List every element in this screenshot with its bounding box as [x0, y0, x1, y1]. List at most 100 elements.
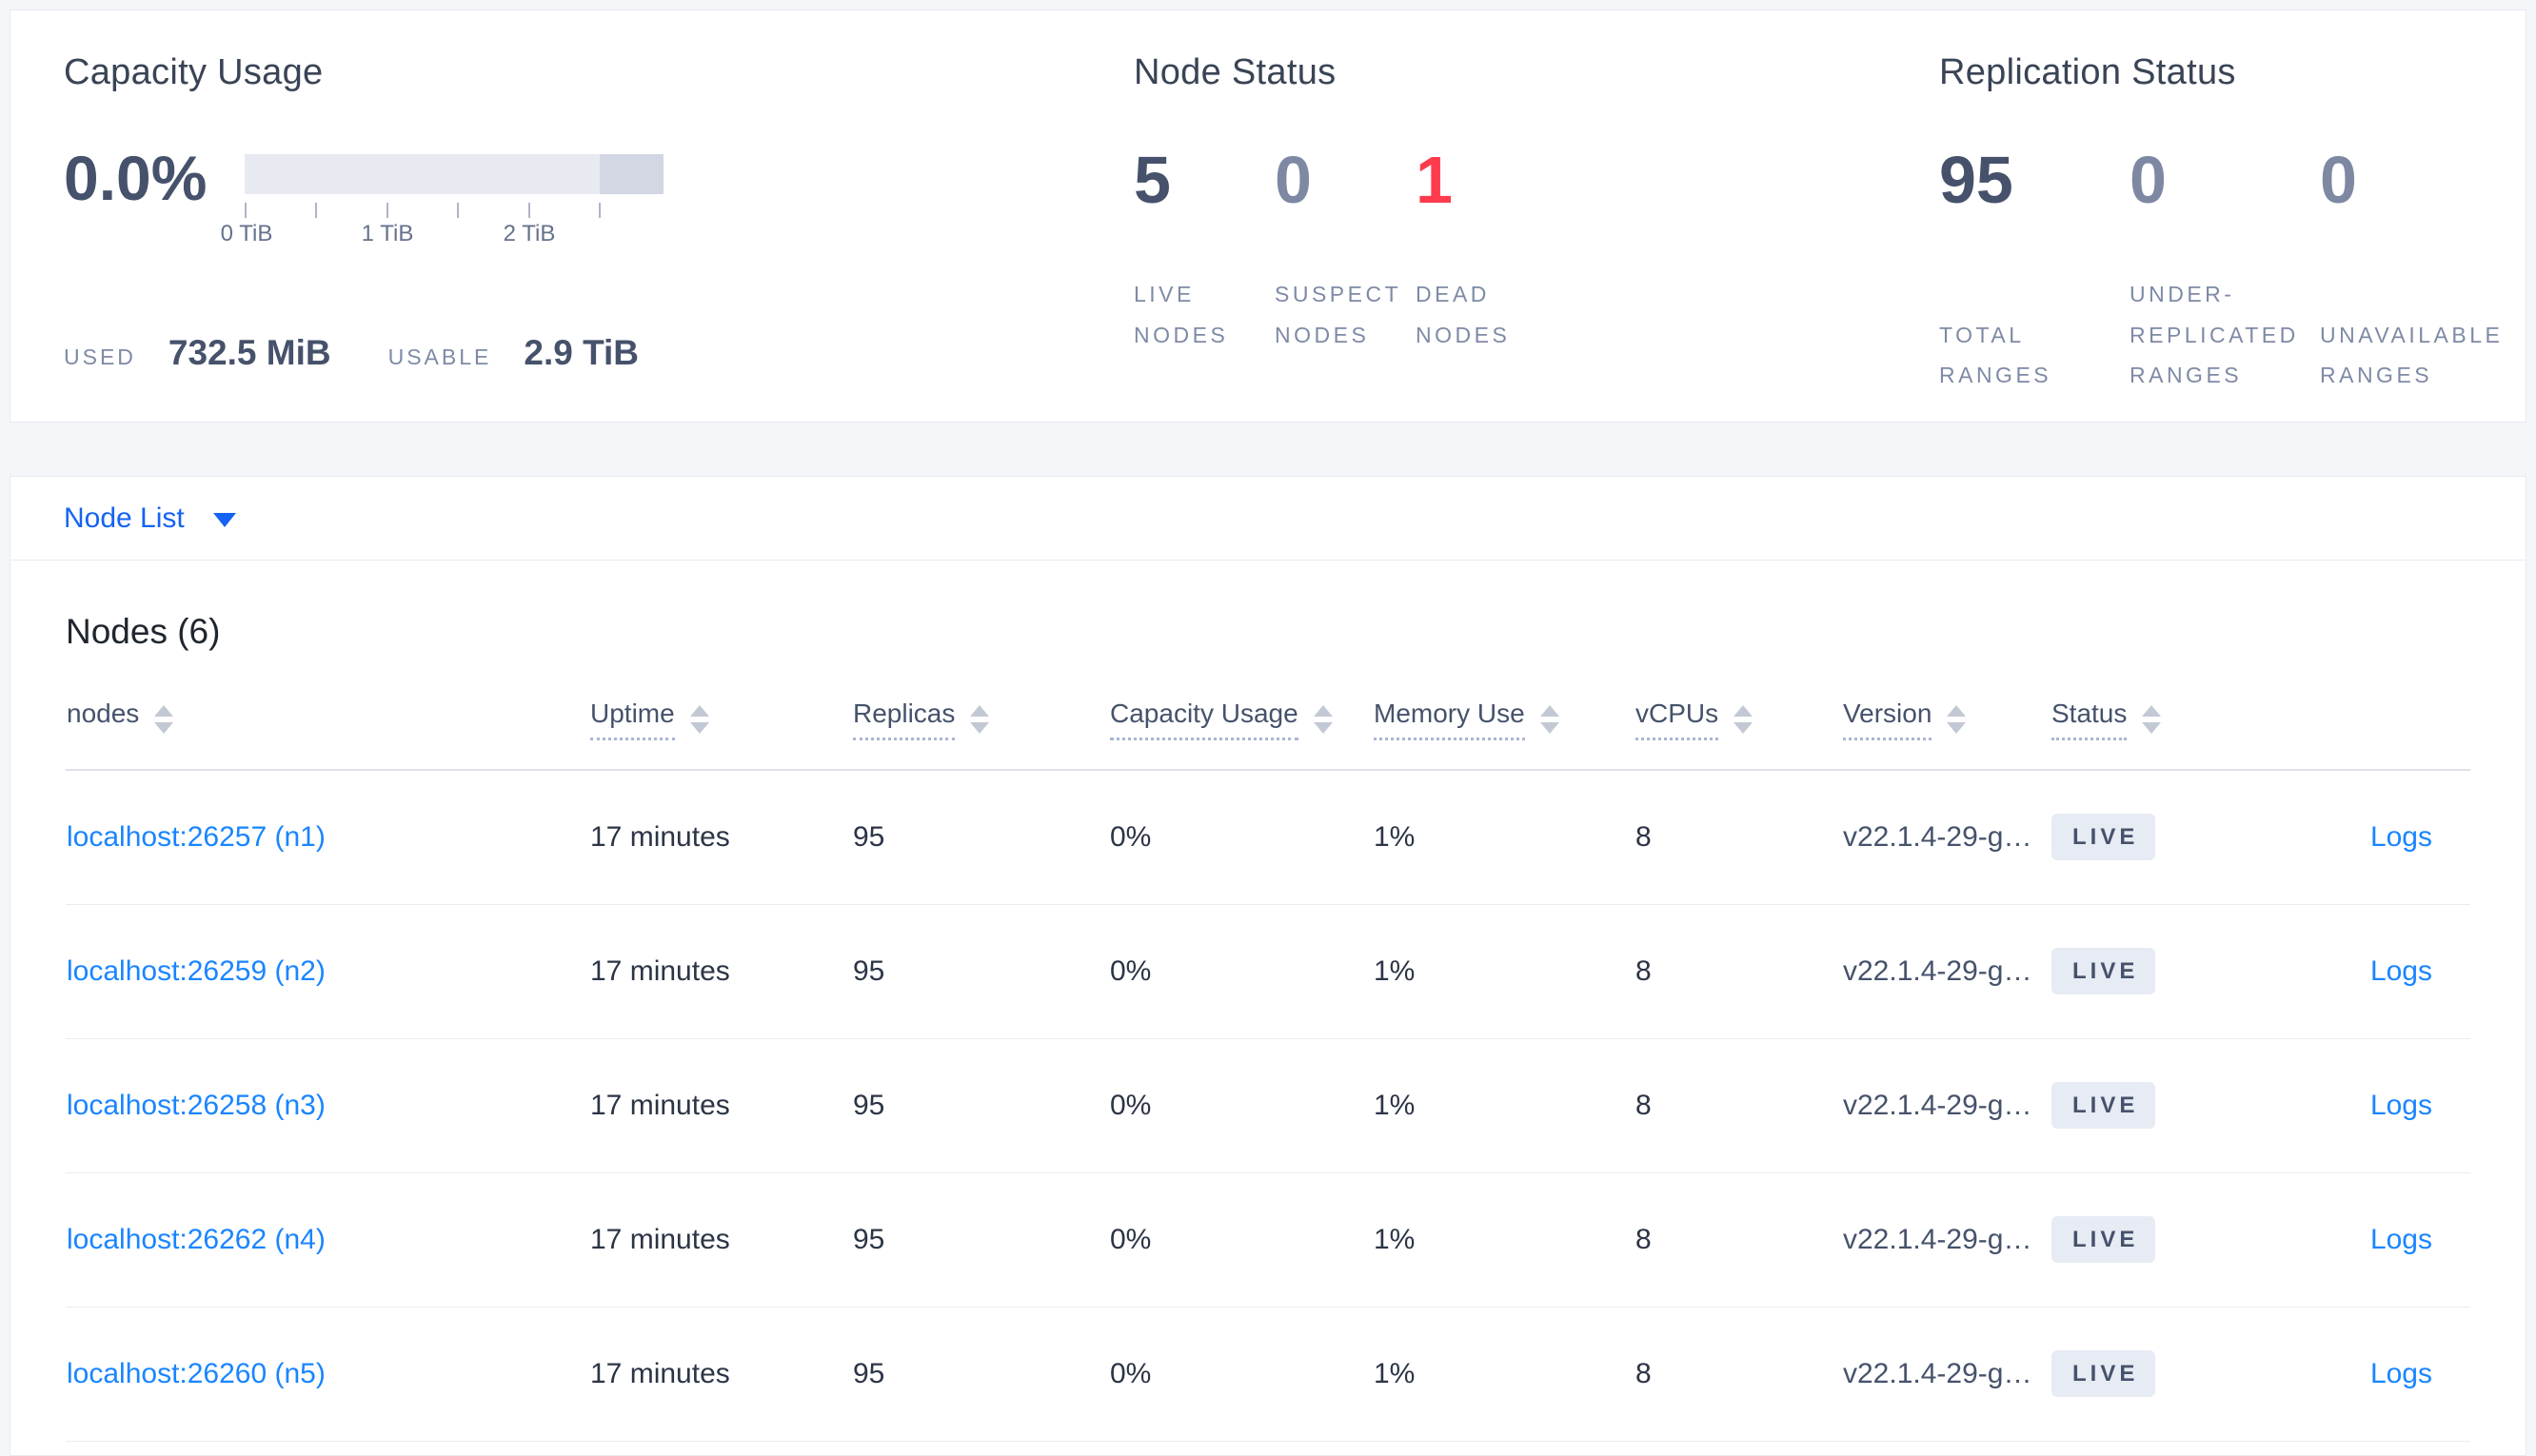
uptime-cell: 17 minutes — [589, 1172, 852, 1308]
uptime-cell: 17 minutes — [589, 1307, 852, 1442]
column-header-capacity-usage[interactable]: Capacity Usage — [1109, 669, 1373, 771]
capacity-usage-title: Capacity Usage — [64, 52, 324, 92]
logs-link[interactable]: Logs — [2369, 820, 2432, 853]
replication-status-section: Replication Status 95 0 0 TOTAL RANGES U… — [1939, 52, 2526, 422]
node-status-title: Node Status — [1134, 52, 1337, 92]
dead-nodes-label: DEAD NODES — [1416, 282, 1511, 347]
version-cell: v22.1.4-29-g… — [1842, 1172, 2051, 1308]
node-link[interactable]: localhost:26257 (n1) — [67, 820, 326, 853]
dead-nodes-count: 1 — [1416, 143, 1453, 217]
uptime-cell: 17 minutes — [589, 770, 852, 905]
vcpus-cell: 8 — [1635, 904, 1842, 1039]
capacity-usage-cell: 0% — [1109, 770, 1373, 905]
axis-label-0tib: 0 TiB — [220, 221, 273, 246]
capacity-usage-section: Capacity Usage 0.0% — [64, 52, 1134, 422]
live-nodes-count: 5 — [1134, 143, 1171, 217]
memory-use-cell: 1% — [1373, 770, 1635, 905]
used-value: 732.5 MiB — [168, 333, 331, 372]
uptime-cell: 17 minutes — [589, 1038, 852, 1173]
logs-link[interactable]: Logs — [2369, 1089, 2432, 1121]
axis-label-2tib: 2 TiB — [503, 221, 556, 246]
total-ranges-label: TOTAL RANGES — [1939, 322, 2052, 388]
table-row: localhost:26258 (n3) 17 minutes 95 0% 1%… — [66, 1038, 2470, 1173]
replicas-cell: 95 — [852, 1172, 1109, 1308]
replicas-cell: 95 — [852, 1038, 1109, 1173]
sort-icon[interactable] — [689, 704, 709, 734]
sort-icon[interactable] — [1313, 704, 1333, 734]
under-replicated-ranges-label: UNDER- REPLICATED RANGES — [2130, 282, 2299, 388]
memory-use-cell: 1% — [1373, 1307, 1635, 1442]
chevron-down-icon[interactable] — [212, 513, 236, 527]
uptime-cell: 17 minutes — [589, 904, 852, 1039]
version-cell: v22.1.4-29-g… — [1842, 1307, 2051, 1442]
logs-link[interactable]: Logs — [2369, 954, 2432, 987]
capacity-axis-labels: 0 TiB 1 TiB 2 TiB — [221, 221, 664, 251]
vcpus-cell: 8 — [1635, 1172, 1842, 1308]
nodes-heading: Nodes (6) — [66, 612, 221, 651]
node-list-dropdown[interactable]: Node List — [10, 477, 2526, 561]
column-header-version[interactable]: Version — [1842, 669, 2051, 771]
sort-icon[interactable] — [1947, 704, 1967, 734]
column-header-memory-use[interactable]: Memory Use — [1373, 669, 1635, 771]
under-replicated-ranges-count: 0 — [2130, 143, 2167, 217]
table-header-row: nodes Uptime Replicas — [66, 669, 2470, 771]
nodes-table: nodes Uptime Replicas — [66, 669, 2470, 1442]
sort-icon[interactable] — [1734, 704, 1753, 734]
memory-use-cell: 1% — [1373, 904, 1635, 1039]
column-header-logs — [2306, 669, 2470, 771]
node-link[interactable]: localhost:26260 (n5) — [67, 1357, 326, 1389]
status-badge: LIVE — [2051, 1350, 2156, 1397]
status-badge: LIVE — [2051, 1216, 2156, 1263]
capacity-usage-cell: 0% — [1109, 1038, 1373, 1173]
node-status-section: Node Status 5 0 1 LIVE NODES SUSPECT NOD… — [1134, 52, 1939, 422]
sort-icon[interactable] — [2142, 704, 2162, 734]
table-row: localhost:26257 (n1) 17 minutes 95 0% 1%… — [66, 770, 2470, 905]
usable-value: 2.9 TiB — [524, 333, 640, 372]
capacity-bar-dark-segment — [599, 154, 664, 194]
table-row: localhost:26260 (n5) 17 minutes 95 0% 1%… — [66, 1307, 2470, 1442]
node-list-dropdown-label[interactable]: Node List — [64, 502, 185, 534]
status-badge: LIVE — [2051, 814, 2156, 861]
status-badge: LIVE — [2051, 948, 2156, 994]
sort-icon[interactable] — [970, 704, 990, 734]
cluster-summary-panel: Capacity Usage 0.0% — [10, 10, 2526, 423]
node-link[interactable]: localhost:26262 (n4) — [67, 1223, 326, 1255]
sort-icon[interactable] — [154, 704, 174, 734]
node-list-panel: Node List Nodes (6) nodes — [10, 476, 2526, 1456]
node-link[interactable]: localhost:26259 (n2) — [67, 954, 326, 987]
version-cell: v22.1.4-29-g… — [1842, 770, 2051, 905]
usable-label: USABLE — [387, 344, 492, 369]
vcpus-cell: 8 — [1635, 1038, 1842, 1173]
logs-link[interactable]: Logs — [2369, 1223, 2432, 1255]
column-header-status[interactable]: Status — [2051, 669, 2306, 771]
replicas-cell: 95 — [852, 1307, 1109, 1442]
capacity-usage-bar-chart: 0 TiB 1 TiB 2 TiB — [221, 154, 664, 251]
capacity-axis-ticks — [245, 194, 664, 221]
vcpus-cell: 8 — [1635, 770, 1842, 905]
suspect-nodes-label: SUSPECT NODES — [1275, 282, 1402, 347]
version-cell: v22.1.4-29-g… — [1842, 904, 2051, 1039]
column-header-uptime[interactable]: Uptime — [589, 669, 852, 771]
sort-icon[interactable] — [1539, 704, 1559, 734]
column-header-replicas[interactable]: Replicas — [852, 669, 1109, 771]
capacity-bar — [245, 154, 664, 194]
vcpus-cell: 8 — [1635, 1307, 1842, 1442]
axis-label-1tib: 1 TiB — [361, 221, 414, 246]
node-link[interactable]: localhost:26258 (n3) — [67, 1089, 326, 1121]
memory-use-cell: 1% — [1373, 1038, 1635, 1173]
table-row: localhost:26259 (n2) 17 minutes 95 0% 1%… — [66, 904, 2470, 1039]
logs-link[interactable]: Logs — [2369, 1357, 2432, 1389]
unavailable-ranges-count: 0 — [2320, 143, 2357, 217]
suspect-nodes-count: 0 — [1275, 143, 1312, 217]
table-row: localhost:26262 (n4) 17 minutes 95 0% 1%… — [66, 1172, 2470, 1308]
live-nodes-label: LIVE NODES — [1134, 282, 1229, 347]
replicas-cell: 95 — [852, 770, 1109, 905]
column-header-nodes[interactable]: nodes — [66, 669, 589, 771]
replication-status-title: Replication Status — [1939, 52, 2236, 92]
nodes-table-section: Nodes (6) nodes — [10, 612, 2526, 1442]
column-header-vcpus[interactable]: vCPUs — [1635, 669, 1842, 771]
version-cell: v22.1.4-29-g… — [1842, 1038, 2051, 1173]
capacity-used-usable-row: USED 732.5 MiB USABLE 2.9 TiB — [64, 333, 1134, 373]
status-badge: LIVE — [2051, 1082, 2156, 1129]
